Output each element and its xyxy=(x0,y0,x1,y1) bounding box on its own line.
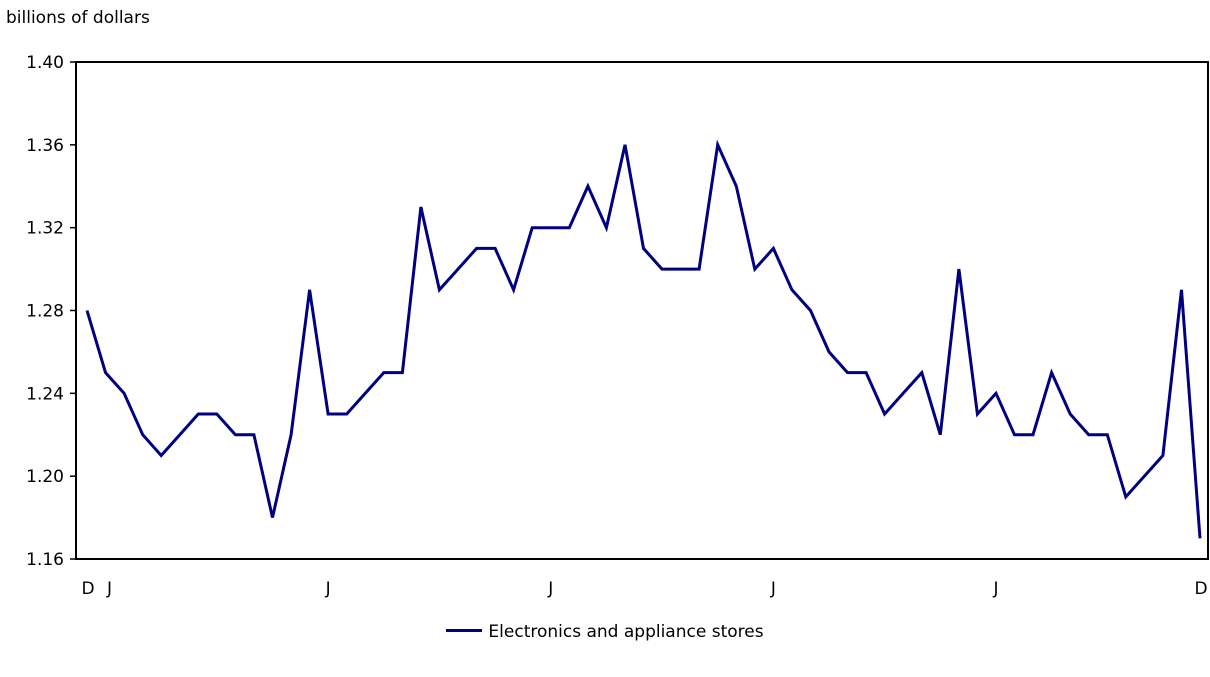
legend: Electronics and appliance stores xyxy=(0,622,1210,642)
x-year-label: 2013 xyxy=(1086,619,1129,620)
x-year-label: 2009 xyxy=(195,619,238,620)
y-tick-label: 1.32 xyxy=(26,219,64,239)
x-tick-label: J xyxy=(325,579,331,599)
series-line-electronics xyxy=(85,139,1202,539)
y-axis: 1.16 1.20 1.24 1.28 1.32 1.36 1.40 xyxy=(26,53,76,570)
y-tick-label: 1.40 xyxy=(26,53,64,73)
y-tick-label: 1.20 xyxy=(26,467,64,487)
line-chart: 1.161.201.241.281.321.361.40 DJJJJJD2008… xyxy=(26,53,1209,620)
x-axis: DJJJJJD200820092010201120122013 xyxy=(81,579,1207,620)
plot-frame xyxy=(75,61,1209,560)
x-year-label: 2011 xyxy=(640,619,683,620)
legend-label: Electronics and appliance stores xyxy=(488,622,764,642)
x-tick-label: J xyxy=(106,579,112,599)
y-axis-label: billions of dollars xyxy=(6,8,150,28)
x-tick-label: D xyxy=(81,579,94,599)
series-layer xyxy=(85,139,1202,539)
x-tick-label: J xyxy=(770,579,776,599)
y-tick-label: 1.16 xyxy=(26,550,64,570)
x-tick-label: D xyxy=(1194,579,1207,599)
y-tick-label: 1.36 xyxy=(26,136,64,156)
legend-swatch xyxy=(446,628,483,632)
y-tick-label: 1.28 xyxy=(26,302,64,322)
y-tick-label: 1.24 xyxy=(26,384,64,404)
x-tick-label: J xyxy=(992,579,998,599)
x-tick-label: J xyxy=(547,579,553,599)
